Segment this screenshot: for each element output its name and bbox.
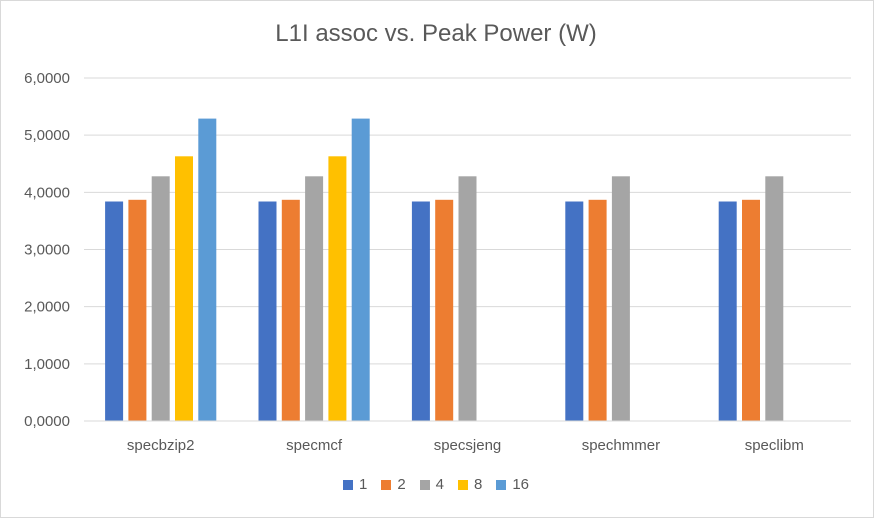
bar-speclibm-series-1 — [718, 201, 737, 421]
legend-label: 16 — [512, 476, 530, 493]
legend-swatch — [496, 479, 507, 490]
x-tick-label: specmcf — [286, 437, 343, 454]
chart-title: L1I assoc vs. Peak Power (W) — [275, 20, 597, 47]
y-tick-label: 5,0000 — [24, 127, 70, 144]
x-tick-label: speclibm — [745, 437, 804, 454]
legend-label: 2 — [397, 476, 406, 493]
bar-specbzip2-series-16 — [198, 118, 217, 421]
bar-specmcf-series-1 — [258, 201, 277, 421]
bar-specmcf-series-16 — [351, 118, 370, 421]
bar-specsjeng-series-4 — [458, 176, 477, 421]
y-tick-label: 1,0000 — [24, 356, 70, 373]
bar-specsjeng-series-2 — [435, 199, 454, 421]
legend-label: 8 — [474, 476, 483, 493]
bar-specmcf-series-8 — [328, 156, 347, 422]
legend-swatch — [419, 479, 430, 490]
legend-item: 1 — [342, 476, 368, 493]
y-tick-label: 4,0000 — [24, 184, 70, 201]
legend-item: 4 — [419, 476, 444, 493]
bar-specbzip2-series-2 — [128, 199, 147, 421]
x-tick-label: specbzip2 — [127, 437, 195, 454]
bar-specmcf-series-4 — [305, 176, 324, 421]
y-tick-label: 2,0000 — [24, 299, 70, 316]
bar-specbzip2-series-1 — [105, 201, 124, 421]
legend-swatch — [342, 479, 353, 490]
bar-spechmmer-series-1 — [565, 201, 584, 421]
bar-specmcf-series-2 — [281, 199, 300, 421]
bar-spechmmer-series-2 — [588, 199, 607, 421]
chart-legend: 1 2 4 8 16 — [0, 476, 872, 493]
legend-label: 1 — [358, 476, 368, 493]
legend-item: 2 — [381, 476, 406, 493]
legend-item: 8 — [458, 476, 482, 493]
bar-spechmmer-series-4 — [611, 176, 630, 421]
y-tick-label: 0,0000 — [24, 413, 70, 430]
legend-item: 16 — [496, 476, 529, 493]
legend-swatch — [381, 479, 392, 490]
bar-speclibm-series-4 — [765, 176, 784, 421]
y-tick-label: 3,0000 — [24, 242, 70, 259]
x-tick-label: spechmmer — [582, 437, 660, 454]
bar-specbzip2-series-4 — [151, 176, 170, 421]
legend-swatch — [458, 479, 468, 490]
legend-label: 4 — [435, 476, 444, 493]
bar-specbzip2-series-8 — [175, 156, 193, 422]
y-tick-label: 6,0000 — [24, 70, 70, 87]
x-tick-label: specsjeng — [434, 437, 502, 454]
bar-speclibm-series-2 — [742, 199, 760, 421]
bar-specsjeng-series-1 — [411, 201, 430, 421]
